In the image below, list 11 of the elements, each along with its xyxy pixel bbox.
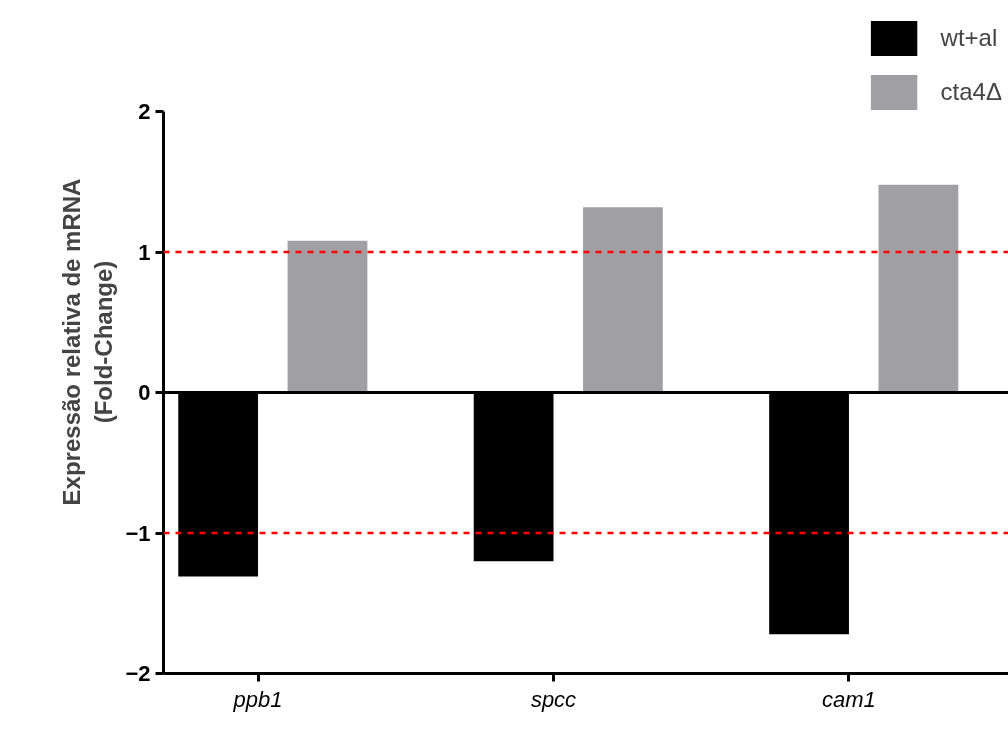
y-tick-label: −1 <box>125 520 151 546</box>
y-tick-label: 0 <box>138 380 151 406</box>
x-tick-label: cam1 <box>822 686 876 712</box>
y-axis-title: Expressão relativa de mRNA (Fold-Change) <box>58 178 118 506</box>
x-tick-label: ppb1 <box>232 686 283 712</box>
legend-label: cta4Δ <box>940 78 1002 106</box>
y-tick-label: 1 <box>138 239 151 265</box>
x-tick-label: spcc <box>530 686 577 712</box>
y-tick-label: −2 <box>125 661 151 686</box>
y-tick-label: 2 <box>138 99 151 125</box>
legend-label: wt+al <box>940 24 998 52</box>
